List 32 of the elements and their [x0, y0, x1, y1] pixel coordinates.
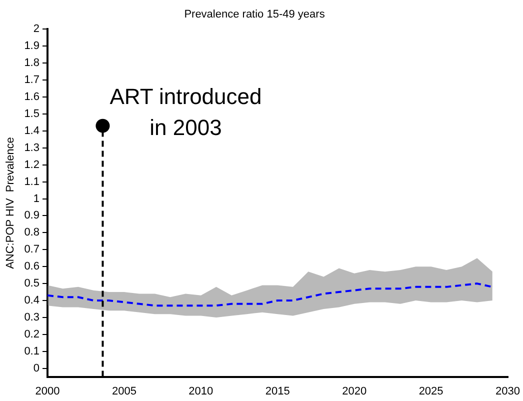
y-tick-label: 1.5 [24, 108, 40, 120]
x-tick-label: 2020 [342, 385, 367, 398]
y-tick-label: 1.2 [24, 158, 40, 171]
y-tick-label: 1.3 [24, 142, 40, 154]
y-tick-label: 1 [33, 192, 40, 205]
y-tick-label: 0.3 [24, 311, 40, 324]
y-tick-label: 1.1 [24, 176, 40, 188]
x-tick-label: 2000 [35, 385, 60, 398]
x-tick-label: 2005 [112, 385, 136, 398]
x-tick-label: 2015 [265, 385, 290, 398]
y-tick-label: 0.2 [24, 328, 40, 340]
line-series [47, 282, 494, 307]
y-tick-label: 0.4 [24, 294, 40, 307]
y-tick-label: 1.9 [24, 40, 40, 52]
y-tick-label: 0.5 [24, 278, 40, 290]
y-tick-label: 0.7 [24, 244, 40, 256]
y-tick-label: 0.6 [24, 260, 40, 273]
y-tick-label: 0 [33, 362, 40, 374]
y-tick-label: 1.4 [24, 124, 40, 137]
y-tick-label: 1.8 [24, 57, 40, 70]
annotation: ART introduced in 2003 [110, 84, 262, 140]
y-tick-label: 0.8 [24, 226, 40, 239]
y-axis-title: ANC:POP HIV Prevalence [4, 137, 17, 269]
y-tick-label: 0.9 [24, 210, 40, 222]
y-tick-label: 1.7 [24, 74, 40, 86]
x-tick-label: 2025 [418, 385, 444, 398]
chart-title: Prevalence ratio 15-49 years [184, 8, 326, 21]
x-tick-label: 2010 [188, 385, 214, 398]
y-tick-label: 1.6 [24, 91, 40, 104]
y-tick-label: 0.1 [24, 345, 40, 358]
y-tick-label: 2 [33, 23, 40, 36]
x-tick-label: 2030 [496, 385, 520, 398]
